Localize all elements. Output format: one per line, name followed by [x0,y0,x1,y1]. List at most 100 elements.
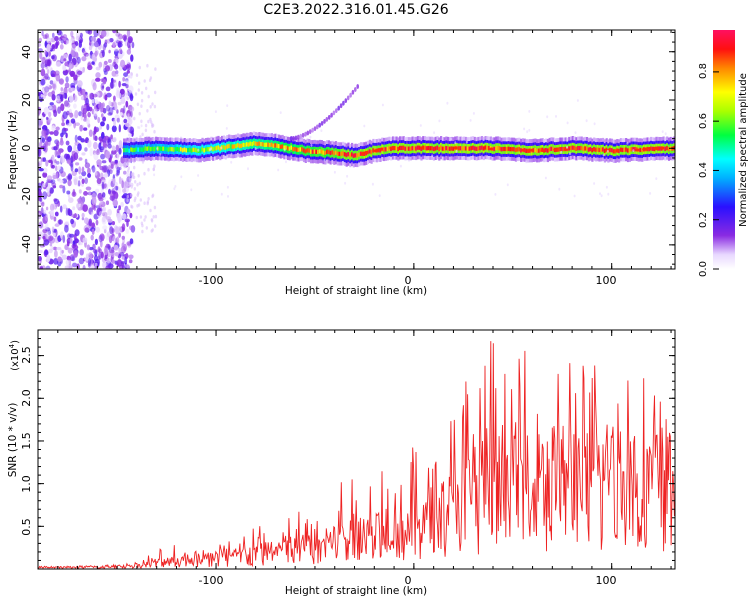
spectrogram-signal-cell [436,145,439,150]
spectrogram-noise-cell [94,262,98,267]
spectrogram-signal-cell [495,145,498,151]
spectrogram-noise-cell [153,205,157,210]
spectrogram-noise-cell [118,205,121,211]
spectrogram-noise-cell [111,125,117,133]
spectrogram-signal-cell [415,146,418,151]
spectrogram-noise-cell [88,218,93,227]
spectrogram-signal-cell [133,147,136,153]
spectrogram-arc-cell [323,119,326,124]
spectrogram-noise-cell [46,254,51,263]
spectrogram-signal-cell [310,149,313,154]
spectrogram-signal-cell [418,145,421,150]
spectrogram-signal-cell [553,148,559,152]
spectrogram-noise-cell [69,254,75,262]
spectrogram-noise-cell [135,215,138,220]
spectrogram-noise-cell [144,215,147,219]
spectrogram-noise-cell [116,214,123,222]
spectrogram-signal-cell [315,149,318,154]
spectrogram-noise-cell [118,48,123,54]
spectrogram-noise-cell [56,150,59,156]
spectrogram-signal-cell [340,151,343,156]
spectrogram-signal-cell [559,147,562,152]
spectrogram-noise-cell [44,249,49,256]
spectrogram-noise-cell [69,70,76,77]
spectrogram-noise-cell [77,80,83,88]
spectrogram-noise-cell [544,176,547,180]
spectrogram-noise-cell [344,181,347,185]
spectrogram-signal-cell [336,151,339,156]
spectrogram-noise-cell [125,228,130,234]
spectrogram-noise-cell [109,38,114,43]
spectrogram-noise-cell [106,257,111,263]
spectrogram-noise-cell [59,179,64,184]
spectrogram-noise-cell [95,188,100,193]
spectrogram-noise-cell [65,76,69,83]
spectrogram-noise-cell [110,81,114,89]
spectrogram-noise-cell [129,238,134,245]
spectrogram-noise-cell [42,235,46,240]
spectrogram-signal-cell [509,147,512,152]
spectrogram-signal-cell [155,146,158,151]
spectrogram-signal-cell [294,146,297,152]
spectrogram-noise-cell [67,145,73,153]
spectrogram-signal-cell [386,146,389,151]
spectrogram-noise-cell [38,221,43,229]
spectrogram-noise-cell [113,95,116,102]
spectrogram-noise-cell [67,175,70,181]
spectrogram-noise-cell [115,144,120,152]
spectrogram-noise-cell [114,260,118,265]
spectrogram-noise-cell [44,86,50,93]
spectrogram-noise-cell [45,265,51,269]
spectrogram-noise-cell [105,65,110,72]
spectrogram-noise-cell [102,206,107,212]
spectrogram-signal-cell [518,147,521,152]
spectrogram-noise-cell [123,170,127,175]
spectrogram-noise-cell [126,64,130,69]
spectrogram-noise-cell [88,92,94,100]
spectrogram-signal-cell [432,146,436,152]
spectrogram-noise-cell [74,51,79,58]
spectrogram-noise-cell [103,172,109,178]
spectrogram-signal-cell [438,146,441,152]
spectrogram-noise-cell [41,56,46,64]
spectrogram-heatmap [38,30,675,269]
spectrogram-signal-cell [612,149,615,154]
spectrogram-noise-cell [106,92,112,98]
spectrogram-noise-cell [97,116,101,124]
spectrogram-noise-cell [78,175,83,180]
spectrogram-noise-cell [90,265,95,269]
spectrogram-noise-cell [323,158,326,162]
spectrogram-noise-cell [75,162,80,166]
spectrogram-noise-cell [118,80,121,88]
spectrogram-noise-cell [310,144,313,147]
spectrogram-noise-cell [46,69,50,75]
spectrogram-noise-cell [138,81,141,85]
spectrogram-signal-cell [434,146,437,151]
spectrogram-signal-cell [498,146,501,151]
spectrogram-noise-cell [138,181,141,186]
spectrogram-noise-cell [75,35,81,41]
spectrogram-noise-cell [116,259,123,267]
spectrogram-noise-cell [96,159,102,166]
spectrogram-noise-cell [108,49,111,54]
spectrogram-noise-cell [573,194,576,198]
spectrogram-noise-cell [107,59,112,63]
spectrogram-noise-cell [89,147,93,157]
spectrogram-noise-cell [100,146,105,150]
spectrogram-noise-cell [65,259,71,266]
colorbar-tick-label: 0.4 [698,162,709,178]
spectrogram-noise-cell [454,141,457,145]
spectrogram-signal-cell [603,148,606,153]
spectrogram-noise-cell [126,183,129,188]
spectrogram-signal-cell [345,152,348,158]
spectrogram-noise-cell [123,72,129,77]
spectrogram-noise-cell [101,160,107,164]
spectrogram-signal-cell [231,144,234,149]
spectrogram-noise-cell [49,242,53,247]
spectrogram-signal-cell [664,146,667,151]
spectrogram-noise-cell [147,94,150,99]
spectrogram-noise-cell [84,177,88,184]
spectrogram-signal-cell [406,146,409,151]
spectrogram-signal-cell [489,147,495,151]
